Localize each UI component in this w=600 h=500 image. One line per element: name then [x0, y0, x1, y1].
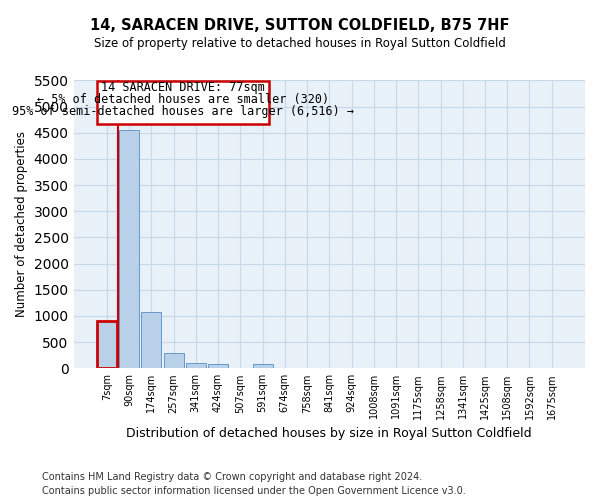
- Text: Size of property relative to detached houses in Royal Sutton Coldfield: Size of property relative to detached ho…: [94, 38, 506, 51]
- Bar: [97, 321, 117, 368]
- Text: Contains HM Land Registry data © Crown copyright and database right 2024.: Contains HM Land Registry data © Crown c…: [42, 472, 422, 482]
- Text: 95% of semi-detached houses are larger (6,516) →: 95% of semi-detached houses are larger (…: [12, 105, 354, 118]
- Text: 14, SARACEN DRIVE, SUTTON COLDFIELD, B75 7HF: 14, SARACEN DRIVE, SUTTON COLDFIELD, B75…: [90, 18, 510, 32]
- Bar: [119, 130, 139, 368]
- Text: 14 SARACEN DRIVE: 77sqm: 14 SARACEN DRIVE: 77sqm: [101, 81, 265, 94]
- Text: Contains public sector information licensed under the Open Government Licence v3: Contains public sector information licen…: [42, 486, 466, 496]
- Text: ← 5% of detached houses are smaller (320): ← 5% of detached houses are smaller (320…: [37, 93, 329, 106]
- Bar: [141, 312, 161, 368]
- Y-axis label: Number of detached properties: Number of detached properties: [15, 132, 28, 318]
- Bar: [164, 352, 184, 368]
- Bar: [186, 364, 206, 368]
- Bar: [253, 364, 272, 368]
- Bar: [208, 364, 228, 368]
- X-axis label: Distribution of detached houses by size in Royal Sutton Coldfield: Distribution of detached houses by size …: [127, 427, 532, 440]
- Bar: [97, 81, 269, 124]
